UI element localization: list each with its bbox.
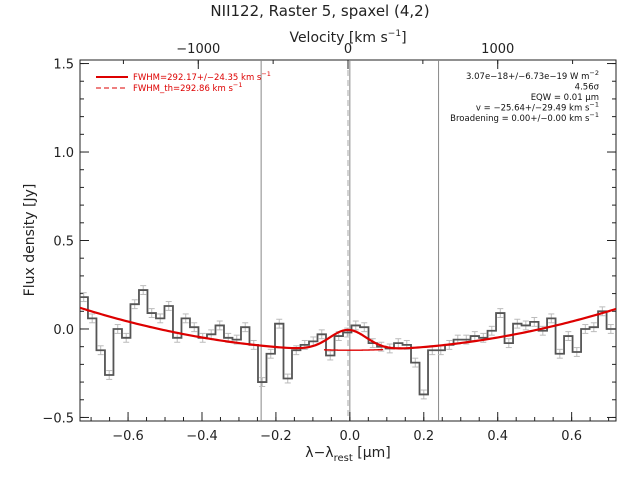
annotation-line: EQW = 0.01 μm (531, 93, 599, 103)
legend-label: FWHM=292.17+/−24.35 km s−1 (133, 70, 271, 83)
legend: FWHM=292.17+/−24.35 km s−1FWHM_th=292.86… (96, 70, 271, 94)
y-tick-label: 0.0 (53, 323, 74, 338)
baseline-curve (323, 348, 384, 351)
x-tick-label: 0.6 (561, 429, 582, 444)
top-tick-label: −1000 (176, 42, 220, 57)
annotation-line: Broadening = 0.00+/−0.00 km s−1 (450, 111, 599, 124)
x-axis-label: λ−λrest [μm] (305, 445, 390, 464)
y-tick-label: 0.5 (53, 235, 74, 250)
annotation-line: v = −25.64+/−29.49 km s−1 (476, 101, 599, 114)
y-tick-label: 1.0 (53, 146, 74, 161)
top-tick-label: 0 (344, 42, 352, 57)
top-tick-label: 1000 (481, 42, 514, 57)
y-tick-label: 1.5 (53, 58, 74, 73)
vertical-marker-lines (260, 60, 440, 421)
x-tick-label: −0.2 (260, 429, 292, 444)
x-axis: −0.6 −0.4 −0.2 0.0 0.2 0.4 0.6 (90, 412, 610, 444)
top-axis-label: Velocity [km s−1] (289, 29, 406, 46)
annotation-line: 3.07e−18+/−6.73e−19 W m−2 (466, 69, 599, 82)
y-axis-label: Flux density [Jy] (22, 184, 38, 297)
fit-curve (80, 306, 616, 350)
legend-label: FWHM_th=292.86 km s−1 (133, 81, 242, 94)
x-tick-label: 0.0 (340, 429, 361, 444)
plot-area (80, 285, 616, 400)
annotation-line: 4.56σ (575, 83, 600, 93)
spectrum-step-line (80, 289, 616, 396)
velocity-axis: −1000 0 1000 (122, 42, 574, 69)
x-tick-label: 0.4 (487, 429, 508, 444)
chart-title: NII122, Raster 5, spaxel (4,2) (210, 2, 429, 20)
x-tick-label: −0.4 (186, 429, 218, 444)
data-series (80, 285, 616, 400)
y-axis: −0.5 0.0 0.5 1.0 1.5 (42, 58, 616, 426)
x-tick-label: −0.6 (112, 429, 144, 444)
x-tick-label: 0.2 (413, 429, 434, 444)
y-tick-label: −0.5 (42, 411, 74, 426)
